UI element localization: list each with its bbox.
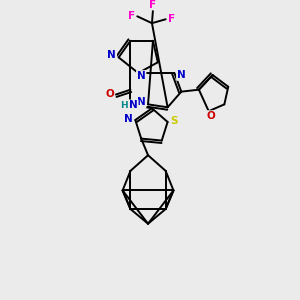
Text: F: F [168, 14, 175, 24]
Text: F: F [128, 11, 135, 21]
Text: N: N [137, 98, 146, 107]
Text: H: H [120, 101, 128, 110]
Text: F: F [149, 0, 157, 10]
Text: O: O [206, 111, 215, 121]
Text: N: N [129, 100, 138, 110]
Text: N: N [124, 114, 133, 124]
Text: O: O [106, 88, 114, 99]
Text: S: S [171, 116, 178, 126]
Text: N: N [177, 70, 186, 80]
Text: N: N [137, 71, 146, 81]
Text: N: N [107, 50, 116, 60]
